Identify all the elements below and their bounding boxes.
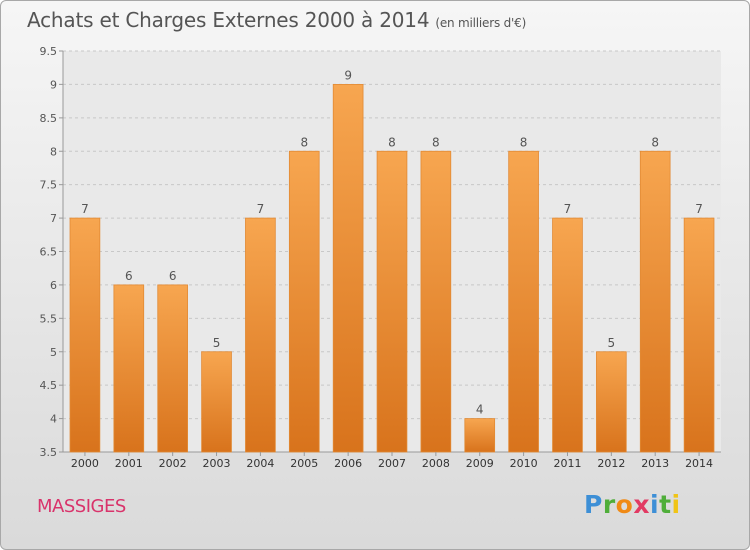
brand-logo-letter: x [633,490,650,519]
brand-logo-letter: t [659,490,672,519]
brand-logo-letter: P [584,490,603,519]
bar-value-label: 6 [125,269,133,283]
y-tick-label: 9 [50,78,57,91]
bar [464,418,496,453]
y-tick-label: 9.5 [40,45,58,58]
x-tick-label: 2000 [71,457,99,470]
bar-value-label: 8 [432,135,440,149]
x-tick-label: 2007 [378,457,406,470]
chart-title: Achats et Charges Externes 2000 à 2014 (e… [27,8,526,32]
y-tick-label: 5.5 [40,312,58,325]
x-tick-label: 2009 [466,457,494,470]
x-tick-label: 2011 [553,457,581,470]
x-tick-label: 2014 [685,457,713,470]
x-tick-label: 2012 [597,457,625,470]
bar [332,84,364,453]
y-tick-label: 4 [50,413,57,426]
y-tick-label: 7.5 [40,179,58,192]
location-label: MASSIGES [37,496,126,517]
bar [113,284,145,453]
bar-value-label: 6 [169,269,177,283]
bar [376,150,408,453]
bar [245,217,276,453]
x-tick-label: 2004 [246,457,274,470]
brand-logo-letter: r [602,490,616,519]
y-tick-label: 5 [50,346,57,359]
y-tick-label: 7 [50,212,57,225]
bar-value-label: 7 [257,202,265,216]
x-tick-label: 2010 [510,457,538,470]
bar-value-label: 8 [300,135,308,149]
y-tick-label: 8.5 [40,112,58,125]
bar [683,217,715,453]
bar-value-label: 7 [564,202,572,216]
bar-value-label: 7 [695,202,703,216]
bar-value-label: 5 [608,336,616,350]
bar [201,351,232,453]
brand-logo-letter: i [671,490,681,519]
bar [552,217,583,453]
y-tick-label: 8 [50,145,57,158]
x-tick-label: 2008 [422,457,450,470]
chart-title-text: Achats et Charges Externes 2000 à 2014 [27,8,430,32]
x-tick-label: 2003 [203,457,231,470]
bar [596,351,627,453]
y-tick-label: 4.5 [40,379,58,392]
brand-logo-letter: o [615,490,634,519]
bar-value-label: 8 [388,135,396,149]
bar [288,150,320,453]
x-tick-label: 2002 [159,457,187,470]
bar [157,284,188,453]
y-tick-label: 6.5 [40,246,58,259]
y-tick-label: 3.5 [40,446,58,459]
chart-subtitle: (en milliers d'€) [435,16,527,30]
y-tick-label: 6 [50,279,57,292]
x-tick-label: 2013 [641,457,669,470]
bar-value-label: 7 [81,202,89,216]
bar-value-label: 8 [520,135,528,149]
bar [69,217,101,453]
bar-value-label: 4 [476,403,484,417]
bar-value-label: 8 [651,135,659,149]
x-tick-label: 2005 [290,457,318,470]
bar [420,150,452,453]
x-tick-label: 2006 [334,457,362,470]
bar-value-label: 5 [213,336,221,350]
bar [639,150,671,453]
bar-value-label: 9 [344,68,352,82]
x-tick-label: 2001 [115,457,143,470]
bar [508,150,539,453]
brand-logo: Proxiti [584,490,681,519]
brand-logo-letter: i [650,490,660,519]
